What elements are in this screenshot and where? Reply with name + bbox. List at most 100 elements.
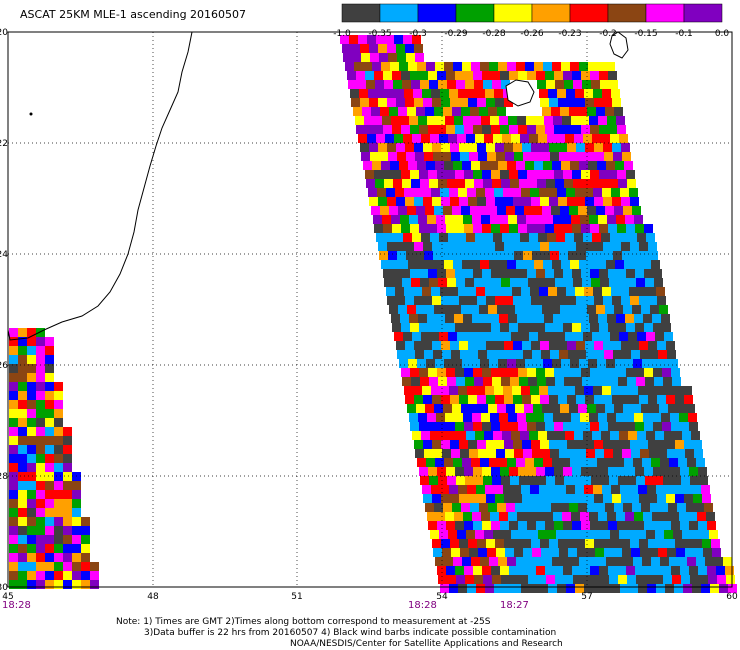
swath-cell [422,188,431,197]
swath-cell [602,386,611,395]
swath-cell [636,575,645,584]
swath-cell [460,548,469,557]
swath-cell [18,373,27,382]
swath-cell [575,287,584,296]
swath-cell [496,449,505,458]
y-tick-label: -28 [0,472,8,482]
swath-cell [575,584,584,593]
swath-cell [617,323,626,332]
swath-cell [655,530,664,539]
swath-cell [509,368,518,377]
note-line-2: 3)Data buffer is 22 hrs from 20160507 4)… [144,628,557,638]
swath-cell [652,512,661,521]
swath-cell [621,440,630,449]
swath-cell [607,413,616,422]
swath-cell [654,278,663,287]
swath-cell [507,458,516,467]
swath-cell [54,544,63,553]
swath-cell [657,296,666,305]
swath-cell [629,287,638,296]
swath-cell [612,143,621,152]
swath-cell [614,107,623,116]
swath-cell [555,80,564,89]
swath-cell [669,458,678,467]
colorbar-label: 0.0 [715,29,730,39]
swath-cell [452,107,461,116]
swath-cell [369,143,378,152]
swath-cell [387,296,396,305]
swath-cell [534,458,543,467]
swath-cell [687,458,696,467]
swath-cell [456,377,465,386]
swath-cell [620,188,629,197]
swath-cell [18,391,27,400]
swath-cell [415,152,424,161]
swath-cell [18,526,27,535]
swath-cell [670,512,679,521]
swath-cell [657,395,666,404]
swath-cell [348,80,357,89]
swath-cell [562,314,571,323]
swath-cell [441,296,450,305]
swath-cell [678,557,687,566]
swath-cell [588,62,597,71]
swath-cell [593,287,602,296]
swath-cell [358,35,367,44]
swath-cell [624,359,633,368]
swath-cell [543,557,552,566]
swath-cell [546,278,555,287]
swath-cell [536,125,545,134]
swath-cell [619,134,628,143]
swath-cell [420,476,429,485]
swath-cell [600,377,609,386]
swath-cell [573,575,582,584]
swath-cell [18,508,27,517]
swath-cell [36,472,45,481]
swath-cell [480,359,489,368]
swath-cell [633,260,642,269]
swath-cell [498,161,507,170]
swath-cell [631,449,640,458]
swath-cell [625,512,634,521]
swath-cell [643,413,652,422]
swath-cell [522,341,531,350]
swath-cell [581,566,590,575]
swath-cell [549,296,558,305]
swath-cell [385,134,394,143]
swath-cell [401,323,410,332]
swath-cell [506,404,515,413]
swath-cell [427,512,436,521]
swath-cell [412,431,421,440]
swath-cell [493,233,502,242]
swath-cell [623,206,632,215]
swath-cell [635,521,644,530]
mauritius-island [609,31,629,59]
swath-cell [467,485,476,494]
swath-cell [599,269,608,278]
swath-cell [693,440,702,449]
swath-cell [500,368,509,377]
swath-cell [446,422,455,431]
swath-cell [540,539,549,548]
swath-cell [506,206,515,215]
swath-cell [532,449,541,458]
swath-cell [576,98,585,107]
swath-cell [437,323,446,332]
swath-cell [564,179,573,188]
swath-cell [464,467,473,476]
swath-cell [590,170,599,179]
swath-cell [410,269,419,278]
swath-cell [684,539,693,548]
swath-cell [518,224,527,233]
swath-cell [498,260,507,269]
small-islet [29,112,33,116]
swath-cell [476,188,485,197]
swath-cell [27,418,36,427]
swath-cell [453,557,462,566]
swath-cell [680,422,689,431]
swath-cell [549,197,558,206]
swath-cell [36,427,45,436]
swath-cell [9,391,18,400]
swath-cell [378,98,387,107]
swath-cell [419,269,428,278]
